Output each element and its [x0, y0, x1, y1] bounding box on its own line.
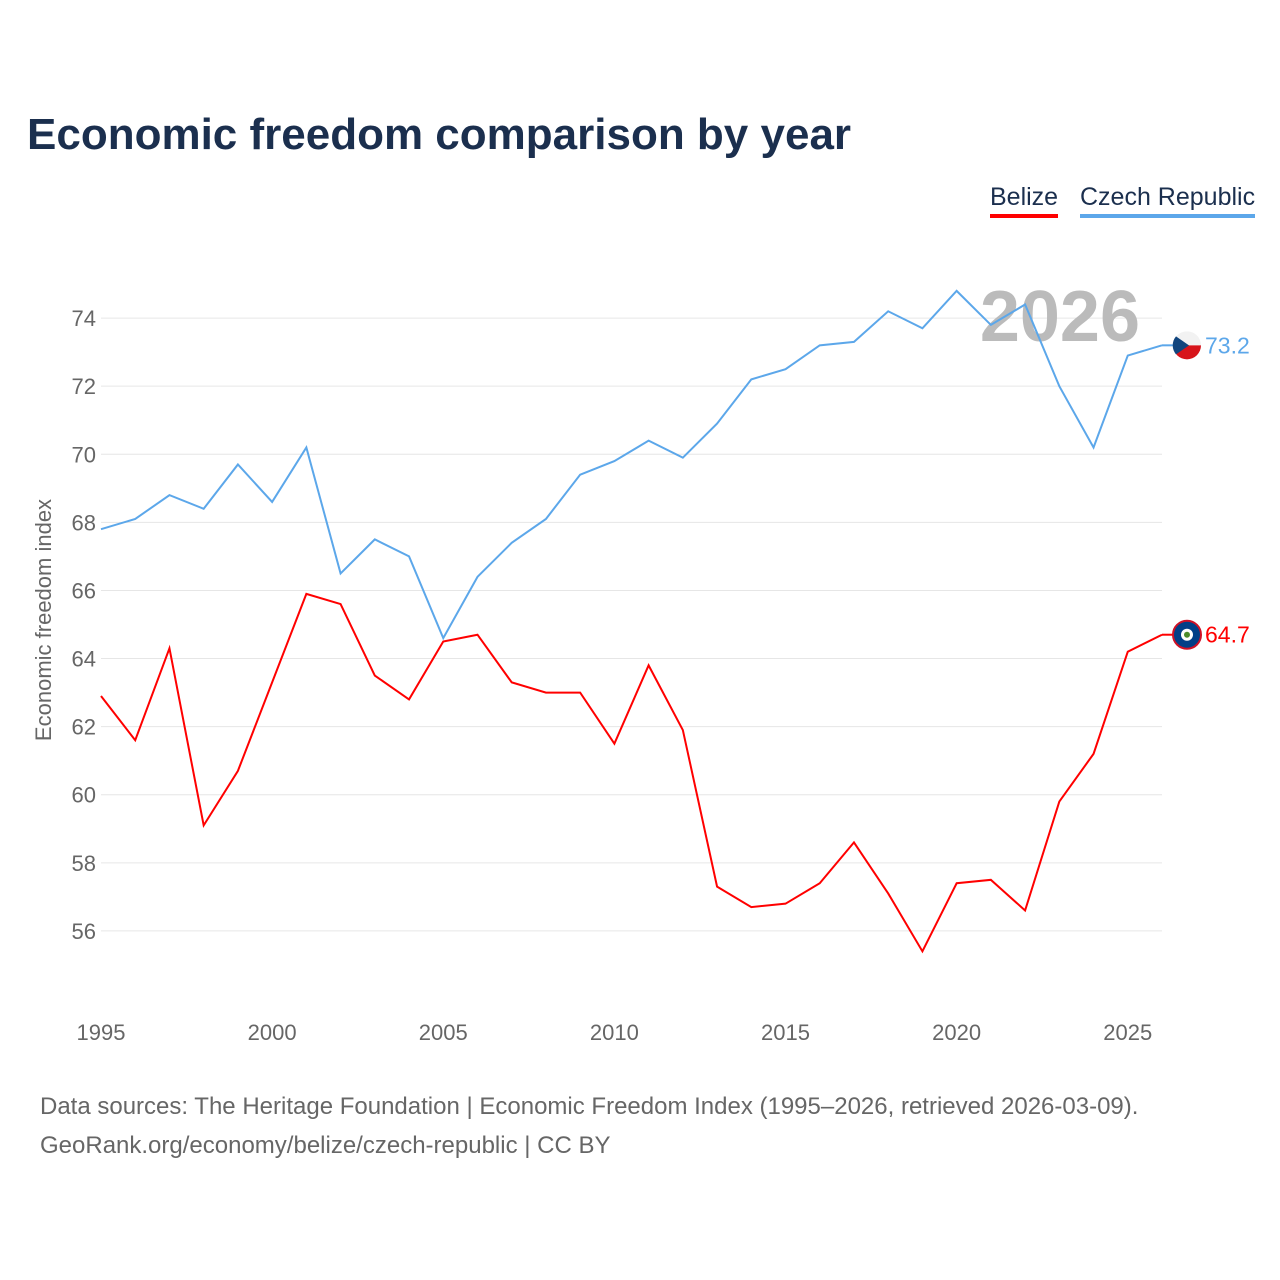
- chart-title: Economic freedom comparison by year: [27, 110, 852, 159]
- y-tick-label: 66: [72, 578, 96, 603]
- data-point: [989, 323, 993, 327]
- y-axis-label: Economic freedom index: [31, 499, 56, 741]
- data-point: [989, 878, 993, 882]
- data-point: [1092, 445, 1096, 449]
- x-tick-label: 2020: [932, 1020, 981, 1045]
- data-point: [236, 769, 240, 773]
- data-point: [167, 646, 171, 650]
- data-point: [578, 691, 582, 695]
- data-point: [133, 738, 137, 742]
- end-value-label: 64.7: [1205, 622, 1250, 648]
- y-tick-label: 62: [72, 715, 96, 740]
- data-point: [1057, 800, 1061, 804]
- data-point: [1092, 752, 1096, 756]
- data-point: [852, 840, 856, 844]
- data-point: [920, 949, 924, 953]
- data-point: [407, 697, 411, 701]
- data-point: [647, 663, 651, 667]
- data-point: [339, 602, 343, 606]
- data-point: [510, 541, 514, 545]
- data-point: [1126, 650, 1130, 654]
- y-tick-label: 60: [72, 783, 96, 808]
- data-point: [647, 439, 651, 443]
- x-tick-label: 2005: [419, 1020, 468, 1045]
- legend-czech-republic[interactable]: Czech Republic: [1080, 183, 1256, 218]
- data-point: [1057, 384, 1061, 388]
- data-point: [99, 694, 103, 698]
- data-point: [784, 902, 788, 906]
- data-point: [681, 456, 685, 460]
- data-point: [304, 445, 308, 449]
- data-point: [749, 377, 753, 381]
- data-point: [202, 507, 206, 511]
- legend-belize[interactable]: Belize: [990, 183, 1059, 218]
- x-tick-label: 2000: [248, 1020, 297, 1045]
- y-tick-label: 68: [72, 510, 96, 535]
- data-point: [886, 891, 890, 895]
- data-point: [510, 680, 514, 684]
- data-point: [886, 309, 890, 313]
- data-point: [475, 633, 479, 637]
- data-point: [715, 885, 719, 889]
- footer-sources: Data sources: The Heritage Foundation | …: [40, 1093, 1139, 1120]
- y-tick-label: 64: [72, 647, 96, 672]
- footer-link[interactable]: GeoRank.org/economy/belize/czech-republi…: [40, 1132, 611, 1159]
- data-point: [441, 636, 445, 640]
- data-point: [544, 691, 548, 695]
- data-point: [749, 905, 753, 909]
- data-point: [202, 823, 206, 827]
- data-point: [544, 517, 548, 521]
- data-point: [818, 881, 822, 885]
- data-point: [612, 459, 616, 463]
- data-point: [99, 527, 103, 531]
- series-line-czech-republic: [100, 289, 1163, 641]
- x-tick-label: 2015: [761, 1020, 810, 1045]
- y-tick-label: 56: [72, 919, 96, 944]
- data-point: [852, 340, 856, 344]
- x-tick-label: 2010: [590, 1020, 639, 1045]
- end-value-label: 73.2: [1205, 332, 1250, 358]
- data-point: [270, 680, 274, 684]
- data-point: [784, 367, 788, 371]
- data-point: [236, 462, 240, 466]
- data-point: [955, 881, 959, 885]
- data-point: [339, 571, 343, 575]
- data-point: [407, 554, 411, 558]
- data-point: [612, 742, 616, 746]
- data-point: [133, 517, 137, 521]
- footer: Data sources: The Heritage Foundation | …: [40, 1087, 1138, 1165]
- data-point: [1023, 302, 1027, 306]
- data-point: [270, 500, 274, 504]
- y-tick-label: 74: [72, 306, 96, 331]
- data-point: [304, 592, 308, 596]
- data-point: [1126, 354, 1130, 358]
- data-point: [373, 537, 377, 541]
- data-point: [920, 326, 924, 330]
- data-point: [1023, 908, 1027, 912]
- data-point: [955, 289, 959, 293]
- series-line-belize: [100, 592, 1163, 954]
- data-point: [681, 728, 685, 732]
- data-point: [578, 473, 582, 477]
- data-point: [167, 493, 171, 497]
- x-tick-label: 1995: [77, 1020, 126, 1045]
- data-point: [373, 674, 377, 678]
- czech-flag-triangle: [1172, 336, 1189, 355]
- belize-flag-emblem-center: [1184, 631, 1190, 638]
- data-point: [818, 343, 822, 347]
- data-point: [715, 422, 719, 426]
- y-tick-label: 58: [72, 851, 96, 876]
- x-tick-label: 2025: [1103, 1020, 1152, 1045]
- year-annotation: 2026: [980, 277, 1140, 357]
- y-tick-label: 70: [72, 442, 96, 467]
- data-point: [475, 575, 479, 579]
- y-tick-label: 72: [72, 374, 96, 399]
